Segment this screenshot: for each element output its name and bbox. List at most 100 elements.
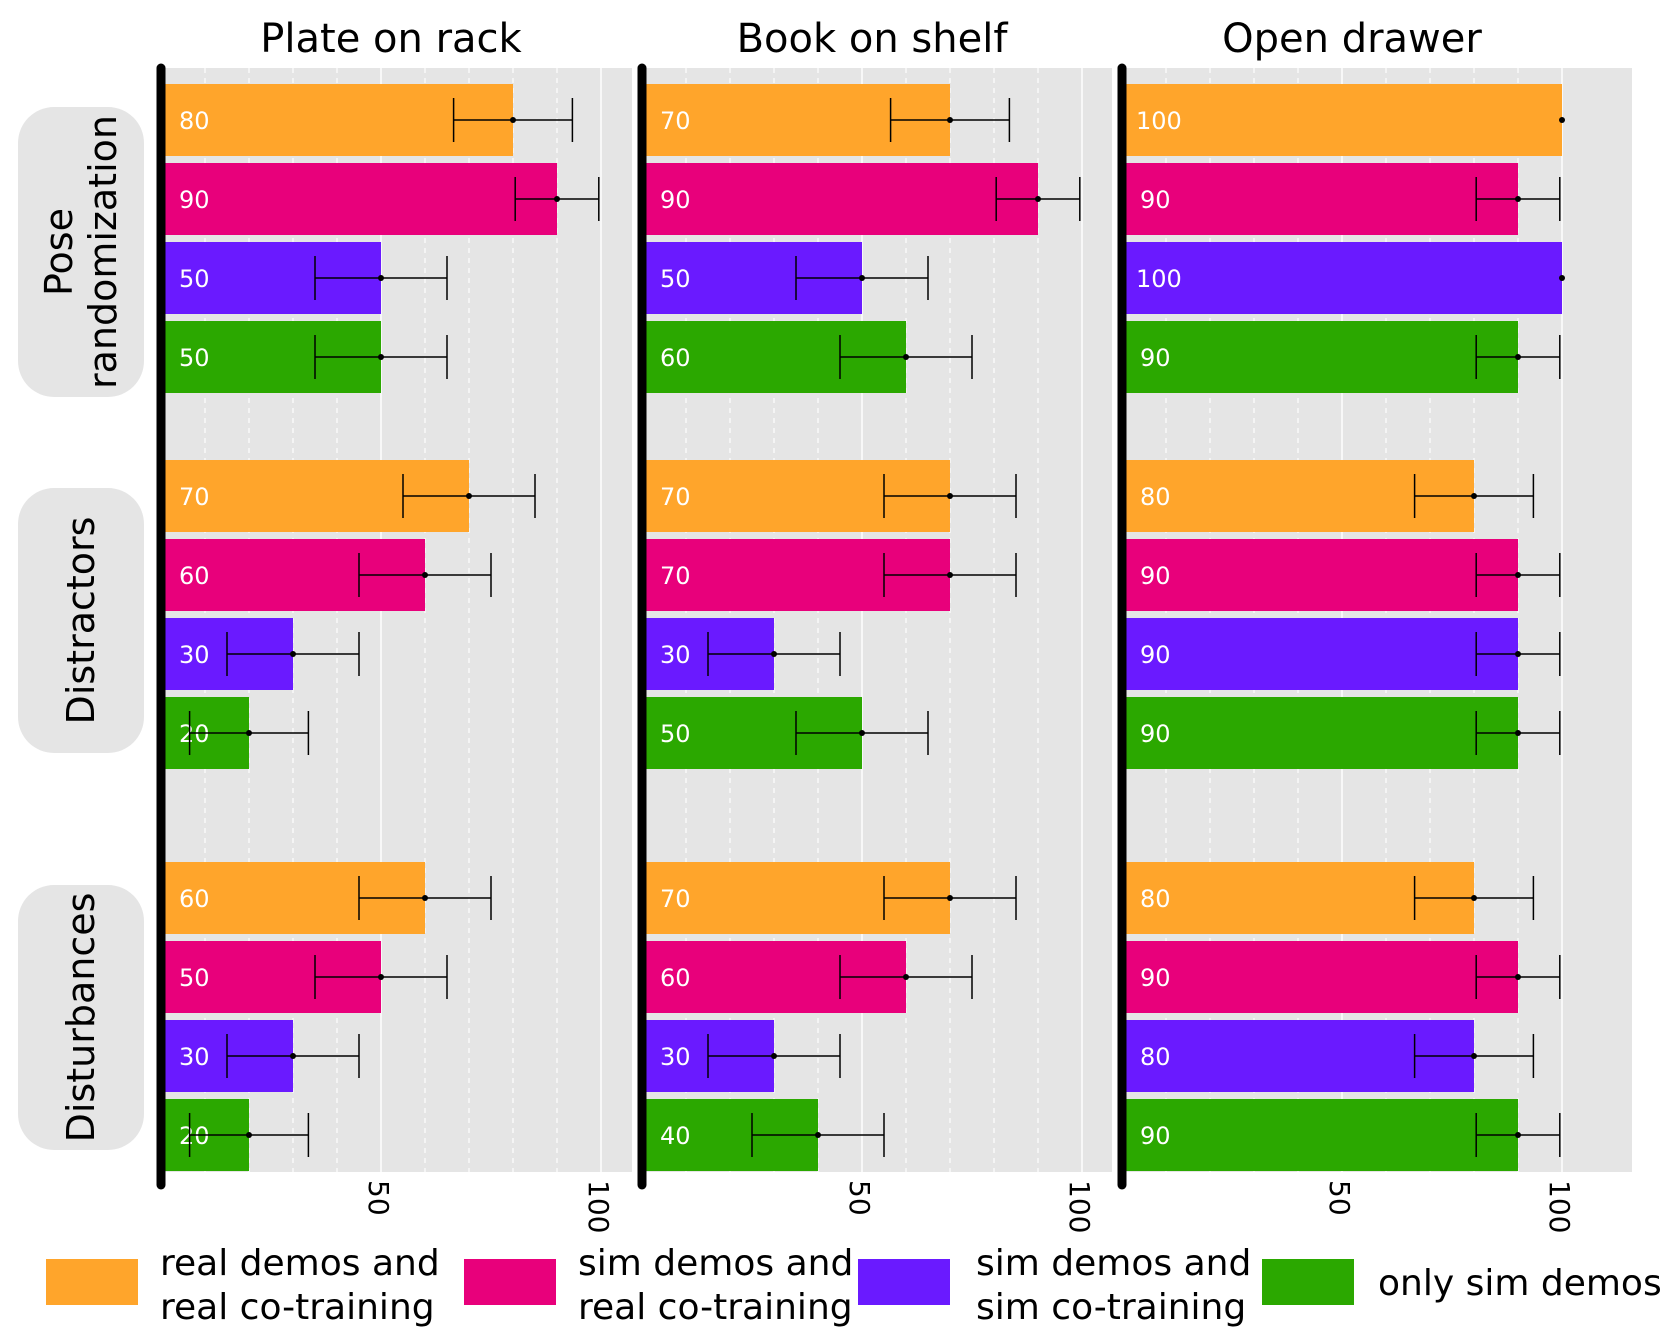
row-label-line: Distractors [59,517,103,725]
value-label: 30 [179,1043,210,1071]
mean-point [1515,354,1521,360]
row-strip [18,107,144,397]
row-label-line: Disturbances [59,893,103,1143]
value-label: 60 [660,344,691,372]
row-label: Pose randomization [37,115,125,389]
value-label: 90 [1140,344,1171,372]
mean-point [422,572,428,578]
value-label: 80 [1140,885,1171,913]
value-label: 90 [1140,964,1171,992]
value-label: 40 [660,1122,691,1150]
row-label: Distractors [59,517,103,725]
bar [1122,941,1518,1013]
mean-point [246,730,252,736]
mean-point [903,354,909,360]
mean-point [1559,275,1565,281]
panel-title: Plate on rack [260,16,522,62]
value-label: 50 [660,265,691,293]
bar [161,163,557,235]
legend-label: real co-training [578,1287,853,1328]
mean-point [554,196,560,202]
value-label: 60 [660,964,691,992]
value-label: 70 [660,107,691,135]
mean-point [1471,493,1477,499]
mean-point [1035,196,1041,202]
mean-point [378,354,384,360]
row-label: Disturbances [59,893,103,1143]
x-tick-label: 50 [362,1180,395,1216]
mean-point [1515,1132,1521,1138]
value-label: 70 [179,483,210,511]
legend-label: only sim demos [1378,1263,1660,1304]
legend-label: sim co-training [976,1287,1246,1328]
x-tick-label: 50 [1323,1180,1356,1216]
mean-point [290,1053,296,1059]
value-label: 50 [660,720,691,748]
value-label: 20 [179,720,210,748]
legend-label: sim demos and [578,1243,853,1284]
row-label-line: Pose [37,208,81,296]
legend-label: real demos and [160,1243,440,1284]
mean-point [378,275,384,281]
value-label: 100 [1136,265,1182,293]
mean-point [815,1132,821,1138]
value-label: 70 [660,562,691,590]
legend-label: real co-training [160,1287,435,1328]
legend-label: sim demos and [976,1243,1251,1284]
bar [1122,618,1518,690]
mean-point [859,730,865,736]
value-label: 60 [179,562,210,590]
mean-point [1515,651,1521,657]
bar [1122,321,1518,393]
mean-point [378,974,384,980]
legend-swatch [1262,1259,1354,1305]
value-label: 30 [660,641,691,669]
value-label: 90 [1140,186,1171,214]
mean-point [290,651,296,657]
mean-point [1471,1053,1477,1059]
bar [1122,163,1518,235]
mean-point [422,895,428,901]
mean-point [1471,895,1477,901]
row-label-line: randomization [81,115,125,389]
legend-swatch [464,1259,556,1305]
value-label: 80 [179,107,210,135]
value-label: 30 [660,1043,691,1071]
value-label: 20 [179,1122,210,1150]
mean-point [771,651,777,657]
value-label: 60 [179,885,210,913]
value-label: 80 [1140,483,1171,511]
mean-point [771,1053,777,1059]
value-label: 90 [1140,720,1171,748]
value-label: 50 [179,964,210,992]
panel-title: Book on shelf [737,16,1009,62]
value-label: 30 [179,641,210,669]
panel-title: Open drawer [1222,16,1482,62]
row-strip [18,885,144,1150]
value-label: 50 [179,265,210,293]
x-tick-label: 100 [1543,1180,1576,1233]
bar [1122,84,1562,156]
mean-point [510,117,516,123]
mean-point [859,275,865,281]
value-label: 90 [1140,641,1171,669]
legend-swatch [858,1259,950,1305]
bar [1122,1099,1518,1171]
mean-point [466,493,472,499]
legend-swatch [46,1259,138,1305]
bar [1122,539,1518,611]
bar [1122,697,1518,769]
mean-point [947,493,953,499]
value-label: 50 [179,344,210,372]
x-tick-label: 100 [582,1180,615,1233]
mean-point [1515,572,1521,578]
x-tick-label: 50 [843,1180,876,1216]
mean-point [1515,730,1521,736]
mean-point [1515,974,1521,980]
bar [1122,242,1562,314]
mean-point [947,895,953,901]
value-label: 100 [1136,107,1182,135]
bar [642,163,1038,235]
x-tick-label: 100 [1063,1180,1096,1233]
